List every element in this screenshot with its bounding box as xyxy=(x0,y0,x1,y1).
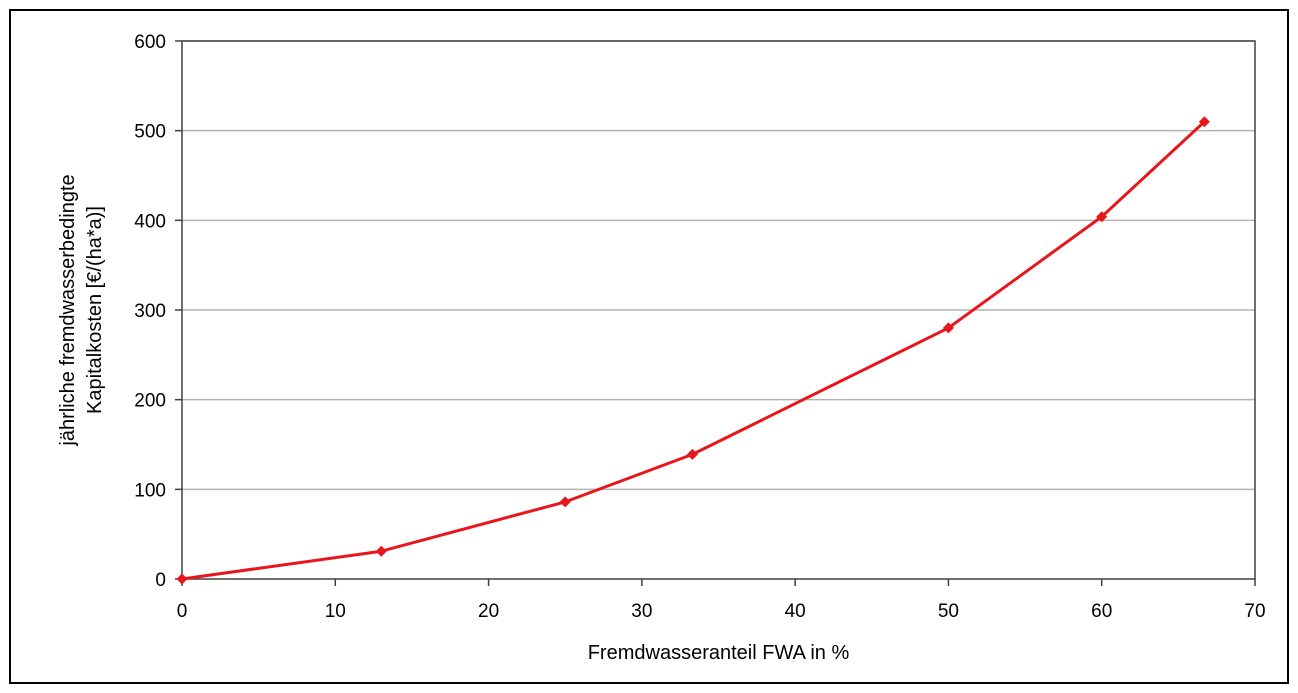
y-tick-label: 0 xyxy=(155,570,166,591)
y-tick-label: 500 xyxy=(134,122,166,143)
x-tick-label: 50 xyxy=(938,601,959,622)
x-tick-label: 20 xyxy=(478,601,499,622)
x-tick-label: 70 xyxy=(1244,601,1265,622)
y-axis-title-line-2: Kapitalkosten [€/(ha*a)] xyxy=(84,206,106,414)
series-layer xyxy=(176,116,1210,585)
data-point-marker xyxy=(176,573,188,585)
y-tick-label: 600 xyxy=(134,32,166,53)
x-tick-label: 0 xyxy=(177,601,188,622)
data-point-marker xyxy=(559,496,571,508)
y-tick-label: 200 xyxy=(134,391,166,412)
data-point-marker xyxy=(686,448,698,460)
plot-area-border xyxy=(181,40,1256,580)
data-point-marker xyxy=(1096,211,1108,223)
y-tick-label: 300 xyxy=(134,301,166,322)
x-tick-label: 60 xyxy=(1091,601,1112,622)
line-chart: 0 100 200 300 400 500 600 0 10 20 30 40 50 60 70 Fremd… xyxy=(57,32,1266,664)
data-point-marker xyxy=(1198,116,1210,128)
grid-lines xyxy=(182,40,1255,491)
axis-titles: Fremdwasseranteil FWA in % jährliche fre… xyxy=(57,174,849,664)
series-line xyxy=(181,120,1206,581)
x-axis-title: Fremdwasseranteil FWA in % xyxy=(588,642,850,664)
y-tick-label: 100 xyxy=(134,480,166,501)
data-point-marker xyxy=(375,545,387,557)
tick-labels: 0 100 200 300 400 500 600 0 10 20 30 40 50 60 70 xyxy=(134,32,1265,622)
data-point-marker xyxy=(942,322,954,334)
y-axis-title-line-1: jährliche fremdwasserbedingte xyxy=(57,174,79,446)
x-tick-label: 30 xyxy=(631,601,652,622)
x-tick-label: 10 xyxy=(325,601,346,622)
x-tick-label: 40 xyxy=(785,601,806,622)
y-tick-label: 400 xyxy=(134,211,166,232)
chart-frame: 0 100 200 300 400 500 600 0 10 20 30 40 50 60 70 Fremd… xyxy=(9,9,1289,684)
axes xyxy=(175,40,1256,586)
